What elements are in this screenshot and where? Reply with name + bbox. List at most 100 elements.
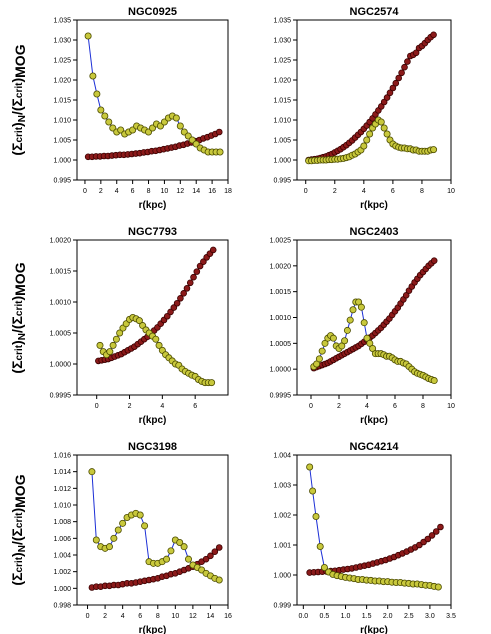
x-tick-label: 12 [189, 613, 197, 620]
y-axis-label-part: ) [9, 296, 25, 301]
x-tick-label: 4 [160, 403, 164, 410]
y-tick-label: 1.005 [53, 138, 71, 145]
newton-point [424, 535, 432, 543]
mog-point [320, 564, 328, 572]
y-tick-label: 0.9995 [270, 393, 292, 400]
x-tick-label: 6 [193, 403, 197, 410]
newton-point [404, 58, 411, 65]
y-tick-label: 1.006 [53, 536, 71, 543]
y-tick-label: 1.015 [53, 98, 71, 105]
x-tick-label: 16 [224, 613, 232, 620]
y-tick-label: 1.030 [273, 38, 291, 45]
newton-point [180, 290, 187, 297]
y-tick-label: 1.020 [273, 78, 291, 85]
y-tick-label: 1.008 [53, 519, 71, 526]
x-axis-label: r(kpc) [139, 200, 167, 211]
y-tick-label: 1.002 [273, 513, 291, 520]
y-axis-label-part: crit [14, 82, 25, 98]
panel-title: NGC2574 [350, 6, 400, 18]
newton-point [398, 69, 405, 77]
y-tick-label: 1.0020 [50, 238, 72, 245]
y-tick-label: 0.998 [53, 603, 71, 610]
y-tick-label: 1.002 [53, 569, 71, 576]
y-tick-label: 1.000 [273, 158, 291, 165]
mog-point [349, 306, 357, 314]
y-tick-label: 1.0005 [270, 341, 292, 348]
x-axis-label: r(kpc) [360, 200, 388, 211]
y-tick-label: 1.0000 [270, 367, 292, 374]
mog-point [112, 335, 120, 343]
x-tick-label: 2 [337, 403, 341, 410]
mog-point [430, 377, 438, 385]
y-axis-label-part: MOG [12, 44, 28, 78]
panel-title: NGC3198 [128, 441, 177, 453]
y-axis-label-part: crit [14, 300, 25, 316]
newton-point [177, 294, 184, 302]
panel-title: NGC0925 [128, 6, 177, 18]
x-tick-label: 0 [304, 188, 308, 195]
mog-point [114, 526, 122, 534]
x-tick-label: 16 [208, 188, 216, 195]
y-tick-label: 1.004 [273, 453, 291, 460]
newton-point [412, 49, 420, 57]
y-tick-label: 1.035 [53, 18, 71, 25]
mog-point [167, 547, 175, 555]
y-axis-label-part: N [17, 333, 28, 340]
x-tick-label: 10 [171, 613, 179, 620]
y-axis-label: (Σcrit)N/(Σcrit)MOG [9, 474, 28, 585]
mog-point [96, 341, 104, 349]
mog-point [318, 347, 326, 355]
mog-point [360, 142, 368, 150]
newton-point [432, 528, 440, 535]
x-tick-label: 4 [365, 403, 369, 410]
x-tick-label: 14 [207, 613, 215, 620]
mog-point [360, 319, 368, 327]
y-axis-label: (Σcrit)N/(Σcrit)MOG [9, 44, 28, 155]
mog-point [106, 348, 114, 356]
mog-point [208, 379, 216, 387]
y-tick-label: 1.0025 [270, 238, 292, 245]
x-tick-label: 2.0 [383, 613, 393, 620]
mog-point [155, 341, 163, 349]
y-tick-label: 1.010 [53, 118, 71, 125]
y-axis-label-part: ) [9, 78, 25, 83]
newton-point [167, 308, 174, 316]
y-tick-label: 0.995 [273, 178, 291, 185]
mog-point [312, 513, 320, 521]
panel-title: NGC2403 [350, 226, 399, 238]
y-tick-label: 1.0010 [50, 300, 72, 307]
mog-point [97, 106, 105, 114]
y-axis-label-part: /(Σ [9, 98, 25, 115]
x-tick-label: 0.5 [320, 613, 330, 620]
y-tick-label: 1.0020 [270, 263, 292, 270]
newton-point [430, 31, 437, 39]
y-tick-label: 1.0015 [270, 289, 292, 296]
y-axis-label-part: ) [9, 122, 25, 127]
y-tick-label: 1.000 [273, 573, 291, 580]
mog-point [309, 487, 317, 495]
newton-point [207, 552, 214, 560]
y-tick-label: 1.030 [53, 38, 71, 45]
newton-point [190, 273, 197, 281]
y-tick-label: 1.010 [273, 118, 291, 125]
x-tick-label: 6 [391, 188, 395, 195]
panel-ngc7793: NGC7793 0 2 4 6 0.9995 1.0000 1.0005 1.0010 1.001… [50, 226, 229, 426]
newton-point [428, 532, 436, 539]
plot-frame [76, 239, 229, 396]
mog-point [434, 583, 442, 591]
mog-point [84, 32, 92, 40]
mog-point [172, 114, 180, 122]
x-tick-label: 18 [224, 188, 232, 195]
y-axis-label-part: crit [14, 344, 25, 360]
y-tick-label: 1.012 [53, 486, 71, 493]
x-tick-label: 8 [147, 188, 151, 195]
mog-point [366, 130, 374, 138]
newton-point [173, 299, 181, 307]
x-tick-label: 4 [115, 188, 119, 195]
x-tick-label: 8 [420, 188, 424, 195]
mog-point [135, 317, 143, 325]
mog-point [109, 341, 117, 349]
newton-point [383, 94, 391, 101]
mog-series-line [87, 35, 221, 153]
